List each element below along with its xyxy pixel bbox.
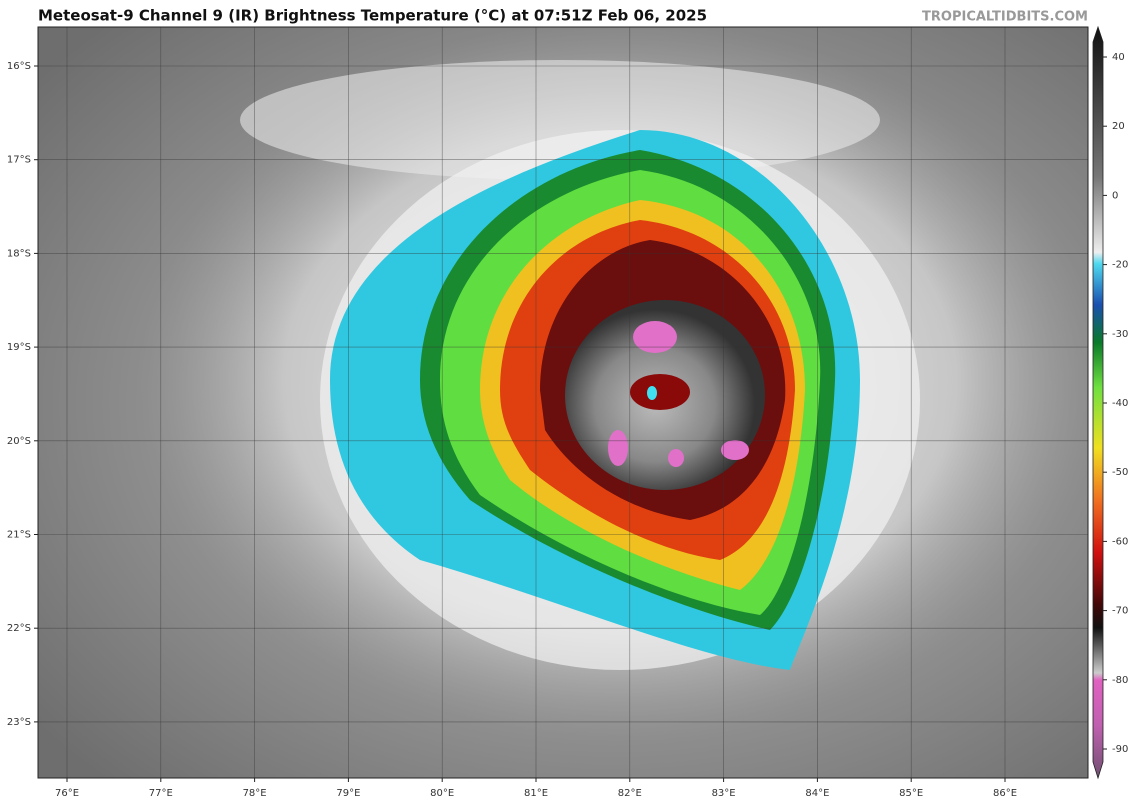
colorbar-label: -50: [1112, 467, 1128, 478]
colorbar: [1092, 25, 1104, 780]
grid: [38, 27, 1088, 778]
colorbar-label: -90: [1112, 744, 1128, 755]
map-frame: [37, 26, 1089, 779]
lon-label: 77°E: [149, 788, 173, 799]
colorbar-label: -20: [1112, 260, 1128, 271]
colorbar-label: 20: [1112, 121, 1125, 132]
colorbar-label: -70: [1112, 606, 1128, 617]
lon-label: 84°E: [805, 788, 829, 799]
lat-label: 19°S: [7, 342, 31, 353]
lat-label: 21°S: [7, 530, 31, 541]
lon-label: 79°E: [336, 788, 360, 799]
lon-label: 86°E: [993, 788, 1017, 799]
lon-label: 81°E: [524, 788, 548, 799]
lon-label: 76°E: [55, 788, 79, 799]
lat-label: 20°S: [7, 436, 31, 447]
title: Meteosat-9 Channel 9 (IR) Brightness Tem…: [38, 7, 707, 25]
lat-label: 18°S: [7, 248, 31, 259]
lat-label: 16°S: [7, 61, 31, 72]
colorbar-label: -30: [1112, 329, 1128, 340]
lat-label: 22°S: [7, 623, 31, 634]
lat-label: 17°S: [7, 155, 31, 166]
satellite-image: [38, 27, 1088, 778]
colorbar-label: -80: [1112, 675, 1128, 686]
lat-label: 23°S: [7, 717, 31, 728]
credit: TROPICALTIDBITS.COM: [922, 10, 1088, 25]
colorbar-label: -40: [1112, 398, 1128, 409]
colorbar-label: 0: [1112, 190, 1118, 201]
lon-label: 82°E: [618, 788, 642, 799]
lon-label: 85°E: [899, 788, 923, 799]
colorbar-label: -60: [1112, 536, 1128, 547]
lon-label: 83°E: [712, 788, 736, 799]
lon-label: 80°E: [430, 788, 454, 799]
lon-label: 78°E: [243, 788, 267, 799]
colorbar-label: 40: [1112, 52, 1125, 63]
